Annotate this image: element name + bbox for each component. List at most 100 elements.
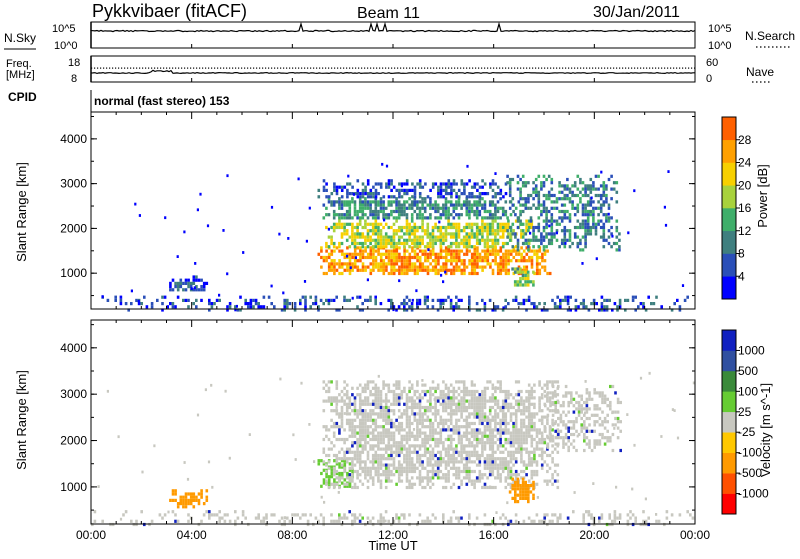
velocity-cell [507,393,510,396]
power-cell [616,248,619,251]
power-cell [535,188,538,191]
velocity-cell [364,467,367,470]
velocity-cell [497,448,500,451]
velocity-cell [442,390,445,393]
velocity-cell [336,380,339,383]
velocity-cell [572,510,575,513]
velocity-cell [369,412,372,415]
velocity-cell [536,444,539,447]
velocity-cell [377,432,380,435]
velocity-cell [562,446,565,449]
power-cell [333,204,336,207]
velocity-cell [359,396,362,399]
velocity-cell [549,520,552,523]
velocity-cell [411,486,414,489]
power-cell [143,296,146,299]
velocity-cell [182,496,185,499]
velocity-cell [541,435,544,438]
velocity-cell [499,432,502,435]
power-cell [333,242,336,245]
power-cell [522,175,525,178]
velocity-cell [427,409,430,412]
power-cell [510,229,513,232]
velocity-cell [195,496,198,499]
power-cell [487,253,490,256]
velocity-cell [341,517,344,520]
velocity-cell [455,403,458,406]
nave-dot [445,68,446,69]
velocity-cell [432,406,435,409]
power-cell [579,242,582,245]
power-cell [569,188,572,191]
power-cell [463,266,466,269]
power-cell [177,255,179,258]
velocity-cell [458,473,461,476]
velocity-cell [463,464,466,467]
power-cell [330,299,333,302]
power-cell [461,272,464,275]
velocity-cell [447,464,450,467]
velocity-cell [497,464,500,467]
power-cell [414,256,417,259]
velocity-cell [541,422,544,425]
power-cell [286,299,289,302]
velocity-cell [369,476,372,479]
power-cell [587,213,590,216]
power-cell [325,250,328,253]
velocity-cell [434,470,437,473]
power-cell [515,296,518,299]
velocity-cell [450,409,453,412]
power-cell [429,253,432,256]
power-cell [367,239,370,242]
power-cell [396,189,399,192]
power-cell [571,207,574,210]
power-cell [325,272,328,275]
velocity-cell [393,473,396,476]
velocity-cell [395,451,398,454]
velocity-cell [369,460,372,463]
power-cell [393,266,396,269]
velocity-cell [497,476,500,479]
power-cell [356,226,359,229]
velocity-cell [585,510,588,513]
power-cell [427,269,430,272]
velocity-cell [580,417,583,420]
power-cell [597,188,600,191]
power-cell [169,288,172,291]
power-cell [455,239,458,242]
power-cell [471,207,474,210]
nave-dot [238,68,239,69]
power-cell [610,245,613,248]
power-cell [403,232,406,235]
velocity-cell [382,412,385,415]
velocity-cell [541,464,544,467]
velocity-cell [547,436,550,439]
power-cell [539,272,542,275]
velocity-cell [367,470,370,473]
power-cell [497,226,500,229]
power-cell [455,223,458,226]
velocity-cell [367,412,370,415]
power-cell [411,246,414,249]
power-cell [667,170,669,173]
velocity-cell [364,435,367,438]
power-cell [592,210,595,213]
velocity-cell [101,520,104,523]
velocity-cell [536,448,539,451]
power-cell [362,200,365,203]
power-cell [359,204,362,207]
power-cell [403,253,406,256]
power-cell [582,213,585,216]
velocity-cell [346,472,349,475]
power-cell [383,272,386,275]
power-cell [566,239,569,242]
power-cell [484,226,487,229]
velocity-cell [583,449,586,452]
velocity-cell [554,430,557,433]
nave-dot [148,68,149,69]
velocity-cell [450,448,453,451]
velocity-cell [408,435,411,438]
velocity-cell [367,480,370,483]
power-cell [406,272,409,275]
power-cell [473,210,476,213]
